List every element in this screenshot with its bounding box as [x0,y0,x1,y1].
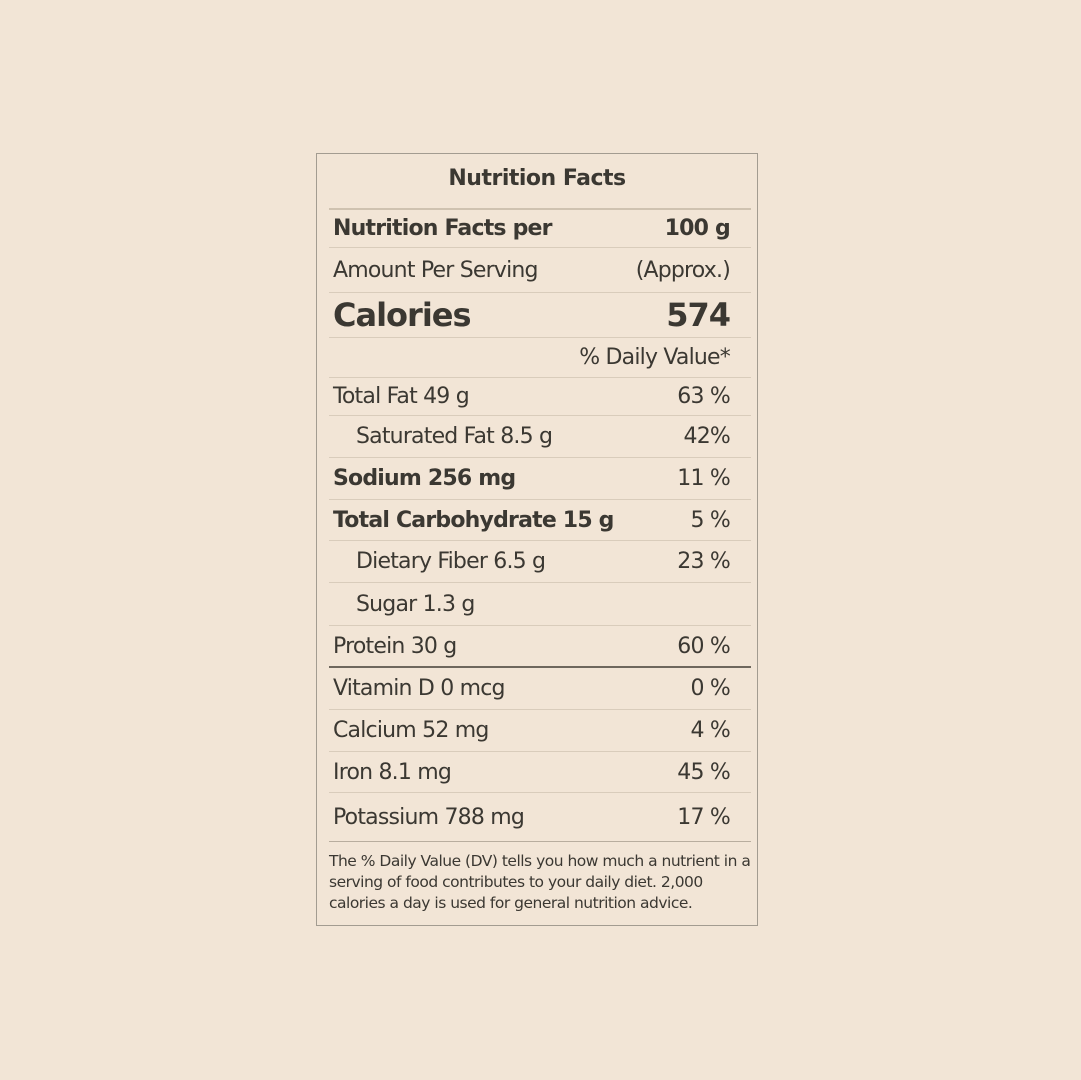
nutrient-label: Protein 30 g [333,633,457,659]
nutrient-dv: 17 % [677,804,730,830]
serving-size-value: 100 g [664,216,731,241]
nutrient-row: Protein 30 g 60 % [329,626,751,668]
label-title: Nutrition Facts [448,166,626,191]
nutrient-dv: 45 % [677,759,730,785]
nutrient-dv: 0 % [690,676,731,701]
nutrient-row: Vitamin D 0 mcg 0 % [329,668,751,710]
calories-row: Calories 574 [329,293,751,338]
nutrient-label: Sodium 256 mg [333,466,516,491]
nutrient-row: Sugar 1.3 g [329,583,751,626]
nutrient-dv: 5 % [690,507,731,533]
nutrient-label: Saturated Fat 8.5 g [356,424,553,449]
nutrient-dv: 23 % [677,549,730,574]
nutrient-label: Total Fat 49 g [333,384,470,409]
nutrition-facts-label: Nutrition Facts Nutrition Facts per 100 … [316,153,758,926]
nutrient-row: Sodium 256 mg 11 % [329,458,751,500]
nutrient-dv: 42% [683,424,731,449]
nutrient-label: Calcium 52 mg [333,718,489,743]
nutrient-row: Total Fat 49 g 63 % [329,378,751,416]
amount-label: Amount Per Serving [333,257,538,283]
nutrient-label: Vitamin D 0 mcg [333,676,505,701]
serving-size-label: Nutrition Facts per [333,216,553,241]
nutrient-label: Sugar 1.3 g [356,591,475,617]
daily-value-header: % Daily Value* [579,345,731,370]
footnote: The % Daily Value (DV) tells you how muc… [329,852,751,912]
amount-row: Amount Per Serving (Approx.) [329,248,751,293]
amount-value: (Approx.) [635,257,731,283]
nutrient-dv: 63 % [677,384,730,409]
nutrient-dv: 11 % [677,466,730,491]
calories-value: 574 [666,296,731,334]
nutrient-row: Dietary Fiber 6.5 g 23 % [329,541,751,583]
nutrient-dv: 4 % [690,718,731,743]
nutrient-row: Potassium 788 mg 17 % [329,793,751,842]
nutrient-label: Dietary Fiber 6.5 g [356,549,546,574]
serving-size-row: Nutrition Facts per 100 g [329,208,751,248]
nutrient-row: Total Carbohydrate 15 g 5 % [329,500,751,541]
nutrient-label: Potassium 788 mg [333,804,525,830]
daily-value-header-row: % Daily Value* [329,338,751,378]
nutrient-row: Iron 8.1 mg 45 % [329,752,751,793]
nutrient-label: Total Carbohydrate 15 g [333,507,614,533]
nutrient-row: Calcium 52 mg 4 % [329,710,751,752]
nutrient-row: Saturated Fat 8.5 g 42% [329,416,751,458]
calories-label: Calories [333,296,472,334]
nutrient-label: Iron 8.1 mg [333,759,452,785]
nutrient-dv: 60 % [677,633,730,659]
